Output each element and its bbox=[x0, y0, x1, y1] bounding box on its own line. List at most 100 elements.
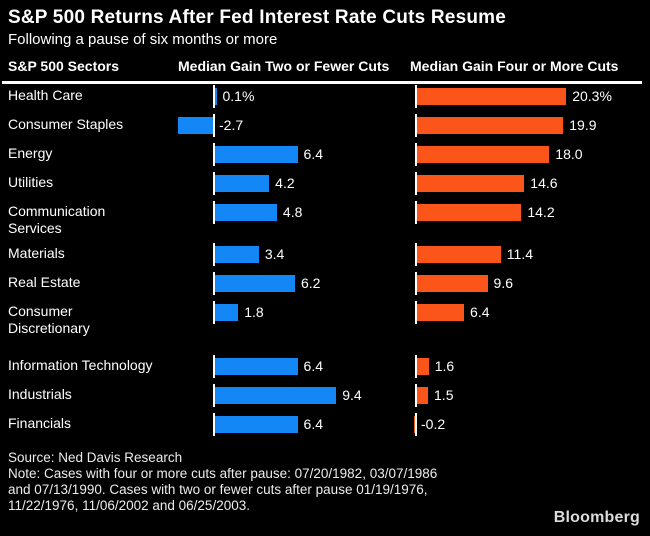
value-label: 1.6 bbox=[434, 358, 455, 374]
bar-two-or-fewer-cuts-cell: 6.4 bbox=[178, 413, 410, 437]
zero-axis-tick bbox=[415, 85, 417, 108]
bar-two-or-fewer-cuts-cell: 0.1% bbox=[178, 85, 410, 109]
bar-two-or-fewer-cuts bbox=[215, 146, 298, 163]
sector-row: Utilities 4.2 14.6 bbox=[0, 172, 650, 203]
zero-axis-tick bbox=[415, 114, 417, 137]
bar-two-or-fewer-cuts bbox=[178, 117, 213, 134]
sector-row: Communication Services 4.8 14.2 bbox=[0, 201, 650, 245]
zero-axis-tick bbox=[213, 355, 215, 378]
sector-row: Consumer Staples -2.7 19.9 bbox=[0, 114, 650, 145]
bar-two-or-fewer-cuts bbox=[215, 204, 277, 221]
sector-row: Information Technology 6.4 1.6 bbox=[0, 355, 650, 386]
zero-axis-tick bbox=[415, 355, 417, 378]
sector-row: Real Estate 6.2 9.6 bbox=[0, 272, 650, 303]
bar-four-or-more-cuts-cell: 1.6 bbox=[410, 355, 650, 379]
zero-axis-tick bbox=[415, 243, 417, 266]
zero-axis-tick bbox=[213, 384, 215, 407]
note-line: 11/22/1976, 11/06/2002 and 06/25/2003. bbox=[8, 498, 250, 513]
bar-two-or-fewer-cuts bbox=[215, 358, 298, 375]
bar-two-or-fewer-cuts-cell: 4.8 bbox=[178, 201, 410, 225]
zero-axis-tick bbox=[213, 243, 215, 266]
bar-two-or-fewer-cuts bbox=[215, 275, 295, 292]
sector-row: Health Care 0.1% 20.3% bbox=[0, 85, 650, 116]
value-label: 1.8 bbox=[244, 304, 264, 320]
value-label: -0.2 bbox=[421, 416, 446, 432]
sector-label: Utilities bbox=[8, 174, 54, 190]
bar-four-or-more-cuts-cell: 1.5 bbox=[410, 384, 650, 408]
bar-four-or-more-cuts bbox=[417, 387, 429, 404]
zero-axis-tick bbox=[213, 85, 215, 108]
value-label: 9.6 bbox=[493, 275, 514, 291]
zero-axis-tick bbox=[213, 143, 215, 166]
column-headers: S&P 500 Sectors Median Gain Two or Fewer… bbox=[0, 57, 650, 81]
bloomberg-logo: Bloomberg bbox=[553, 509, 640, 526]
value-label: 11.4 bbox=[506, 246, 533, 262]
value-label: 9.4 bbox=[342, 387, 362, 403]
bar-two-or-fewer-cuts-cell: 9.4 bbox=[178, 384, 410, 408]
zero-axis-tick bbox=[213, 413, 215, 436]
sector-row: Industrials 9.4 1.5 bbox=[0, 384, 650, 415]
value-label: 6.4 bbox=[303, 358, 324, 374]
sector-label: Financials bbox=[8, 415, 72, 431]
bar-four-or-more-cuts bbox=[417, 117, 564, 134]
bar-two-or-fewer-cuts-cell: 6.4 bbox=[178, 355, 410, 379]
zero-axis-tick bbox=[415, 172, 417, 195]
value-label: 3.4 bbox=[264, 246, 285, 262]
bar-four-or-more-cuts-cell: 6.4 bbox=[410, 301, 650, 325]
bar-four-or-more-cuts bbox=[417, 175, 525, 192]
bar-four-or-more-cuts bbox=[417, 246, 501, 263]
value-label: 6.2 bbox=[300, 275, 321, 291]
bar-two-or-fewer-cuts-cell: 3.4 bbox=[178, 243, 410, 267]
bar-four-or-more-cuts bbox=[417, 358, 429, 375]
bar-two-or-fewer-cuts-cell: -2.7 bbox=[178, 114, 410, 138]
footer: Source: Ned Davis Research Note: Cases w… bbox=[8, 450, 650, 514]
bar-two-or-fewer-cuts-cell: 6.2 bbox=[178, 272, 410, 296]
zero-axis-tick bbox=[213, 301, 215, 324]
value-label: 19.9 bbox=[569, 117, 597, 133]
bar-two-or-fewer-cuts bbox=[215, 416, 298, 433]
value-label: 4.8 bbox=[282, 204, 303, 220]
zero-axis-tick bbox=[415, 201, 417, 224]
zero-axis-tick bbox=[213, 201, 215, 224]
bar-four-or-more-cuts-cell: 14.2 bbox=[410, 201, 650, 225]
chart-subtitle: Following a pause of six months or more bbox=[8, 31, 278, 48]
bar-four-or-more-cuts bbox=[417, 88, 567, 105]
sector-label: Communication Services bbox=[8, 203, 106, 236]
bar-two-or-fewer-cuts-cell: 4.2 bbox=[178, 172, 410, 196]
zero-axis-tick bbox=[213, 172, 215, 195]
bar-four-or-more-cuts bbox=[417, 275, 488, 292]
sector-label: Materials bbox=[8, 245, 65, 261]
note-line: and 07/13/1990. Cases with two or fewer … bbox=[8, 482, 428, 497]
zero-axis-tick bbox=[415, 272, 417, 295]
value-label: 0.1% bbox=[222, 88, 255, 104]
zero-axis-tick bbox=[213, 114, 215, 137]
value-label: 18.0 bbox=[555, 146, 583, 162]
value-label: 20.3% bbox=[572, 88, 612, 104]
bar-four-or-more-cuts-cell: 14.6 bbox=[410, 172, 650, 196]
sector-row: Energy 6.4 18.0 bbox=[0, 143, 650, 174]
value-label: 6.4 bbox=[303, 416, 324, 432]
sector-label: Consumer Discretionary bbox=[8, 303, 90, 336]
bar-four-or-more-cuts-cell: 18.0 bbox=[410, 143, 650, 167]
sector-label: Energy bbox=[8, 145, 53, 161]
sector-label: Information Technology bbox=[8, 357, 153, 373]
column-header-sectors: S&P 500 Sectors bbox=[8, 58, 120, 74]
chart-rows: Health Care 0.1% 20.3% Consumer Staples -2.7… bbox=[0, 85, 650, 444]
bar-two-or-fewer-cuts bbox=[215, 88, 217, 105]
bar-two-or-fewer-cuts bbox=[215, 246, 259, 263]
note-line: Note: Cases with four or more cuts after… bbox=[8, 466, 438, 481]
bar-two-or-fewer-cuts-cell: 1.8 bbox=[178, 301, 410, 325]
zero-axis-tick bbox=[415, 384, 417, 407]
bar-four-or-more-cuts-cell: 19.9 bbox=[410, 114, 650, 138]
column-header-four-or-more-cuts: Median Gain Four or More Cuts bbox=[410, 58, 619, 74]
sector-label: Consumer Staples bbox=[8, 116, 124, 132]
sector-row: Financials 6.4 -0.2 bbox=[0, 413, 650, 444]
zero-axis-tick bbox=[415, 413, 417, 436]
value-label: 14.6 bbox=[530, 175, 558, 191]
source-line: Source: Ned Davis Research bbox=[8, 450, 183, 465]
bar-two-or-fewer-cuts-cell: 6.4 bbox=[178, 143, 410, 167]
bar-two-or-fewer-cuts bbox=[215, 387, 337, 404]
value-label: 6.4 bbox=[470, 304, 490, 320]
bar-four-or-more-cuts-cell: -0.2 bbox=[410, 413, 650, 437]
